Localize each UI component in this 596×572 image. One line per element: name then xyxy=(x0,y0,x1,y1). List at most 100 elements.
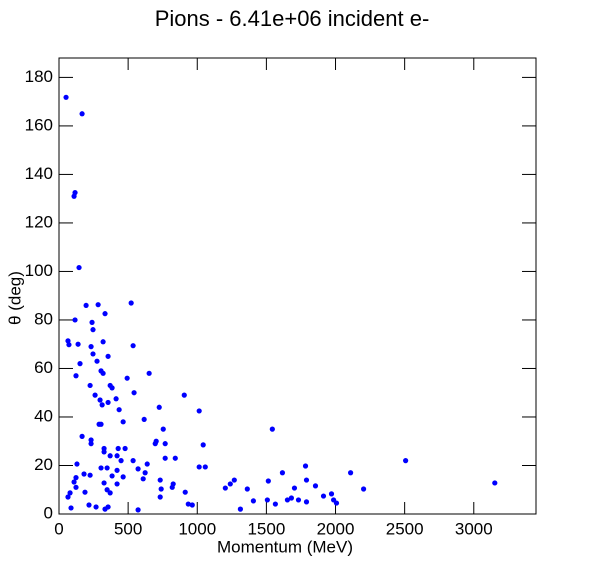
point xyxy=(73,475,79,481)
point xyxy=(222,485,228,491)
point xyxy=(302,463,309,469)
point xyxy=(291,485,298,491)
point xyxy=(114,481,120,487)
point xyxy=(181,392,187,398)
point xyxy=(63,94,69,100)
point xyxy=(115,445,121,452)
y-tick-label: 120 xyxy=(25,212,53,231)
point xyxy=(104,465,110,471)
point xyxy=(88,437,94,443)
y-tick-label: 140 xyxy=(25,164,53,183)
point xyxy=(90,351,96,357)
x-tick-label: 2000 xyxy=(317,519,355,538)
point xyxy=(79,433,85,439)
point xyxy=(107,490,113,496)
point xyxy=(265,478,271,484)
point xyxy=(130,343,136,349)
point xyxy=(118,458,124,464)
point xyxy=(68,505,74,511)
point xyxy=(196,464,202,470)
point xyxy=(73,373,79,379)
point xyxy=(130,458,136,464)
point xyxy=(109,385,115,391)
point xyxy=(333,500,340,506)
point xyxy=(87,382,93,389)
point xyxy=(122,445,128,452)
point xyxy=(73,484,79,490)
y-tick-label: 0 xyxy=(44,503,53,522)
point xyxy=(182,489,188,495)
point xyxy=(157,494,163,500)
point xyxy=(279,470,286,476)
point xyxy=(347,470,354,476)
point xyxy=(158,486,164,492)
point xyxy=(88,344,94,350)
point xyxy=(74,461,80,467)
point xyxy=(72,317,78,323)
point xyxy=(196,408,202,414)
point xyxy=(172,455,178,461)
point xyxy=(76,264,82,271)
point xyxy=(237,506,243,512)
point xyxy=(81,471,87,477)
point xyxy=(284,497,291,503)
point xyxy=(169,484,175,490)
point xyxy=(100,370,106,376)
y-tick-label: 40 xyxy=(34,406,53,425)
point xyxy=(231,477,237,483)
point xyxy=(244,486,250,492)
y-tick-label: 80 xyxy=(34,309,53,328)
point xyxy=(82,489,88,495)
point xyxy=(105,399,111,406)
point xyxy=(152,441,158,447)
point xyxy=(105,353,111,359)
point xyxy=(227,481,233,487)
point xyxy=(312,483,319,489)
point xyxy=(65,338,71,344)
point xyxy=(140,476,146,482)
point xyxy=(141,416,147,423)
point xyxy=(113,396,119,402)
point xyxy=(185,501,191,507)
x-tick-label: 0 xyxy=(54,519,63,538)
point xyxy=(95,302,101,308)
point xyxy=(107,453,113,459)
point xyxy=(272,501,278,507)
point xyxy=(492,480,498,486)
point xyxy=(131,390,137,396)
point xyxy=(88,441,94,447)
point xyxy=(105,504,111,510)
point xyxy=(83,302,89,309)
point xyxy=(92,392,98,398)
x-axis-label: Momentum (MeV) xyxy=(217,537,353,556)
point xyxy=(202,464,208,470)
x-tick-label: 500 xyxy=(114,519,142,538)
x-tick-label: 1500 xyxy=(247,519,285,538)
point xyxy=(65,494,71,500)
point xyxy=(142,470,148,476)
point xyxy=(71,479,77,485)
point xyxy=(93,504,99,510)
point xyxy=(403,458,409,464)
point xyxy=(102,311,108,317)
point xyxy=(77,361,83,367)
x-tick-label: 3000 xyxy=(455,519,493,538)
x-tick-label: 1000 xyxy=(178,519,216,538)
chart-title: Pions - 6.41e+06 incident e- xyxy=(155,6,430,31)
point xyxy=(162,441,168,447)
y-tick-label: 160 xyxy=(25,115,53,134)
point xyxy=(200,442,206,448)
point xyxy=(264,497,270,503)
point xyxy=(144,461,150,467)
point xyxy=(156,404,162,410)
point xyxy=(101,449,107,455)
point xyxy=(114,453,120,459)
point xyxy=(86,502,92,508)
x-tick-label: 2500 xyxy=(386,519,424,538)
y-tick-label: 100 xyxy=(25,261,53,280)
point xyxy=(109,473,115,479)
point xyxy=(162,455,168,461)
point xyxy=(295,497,302,503)
point xyxy=(124,375,130,381)
